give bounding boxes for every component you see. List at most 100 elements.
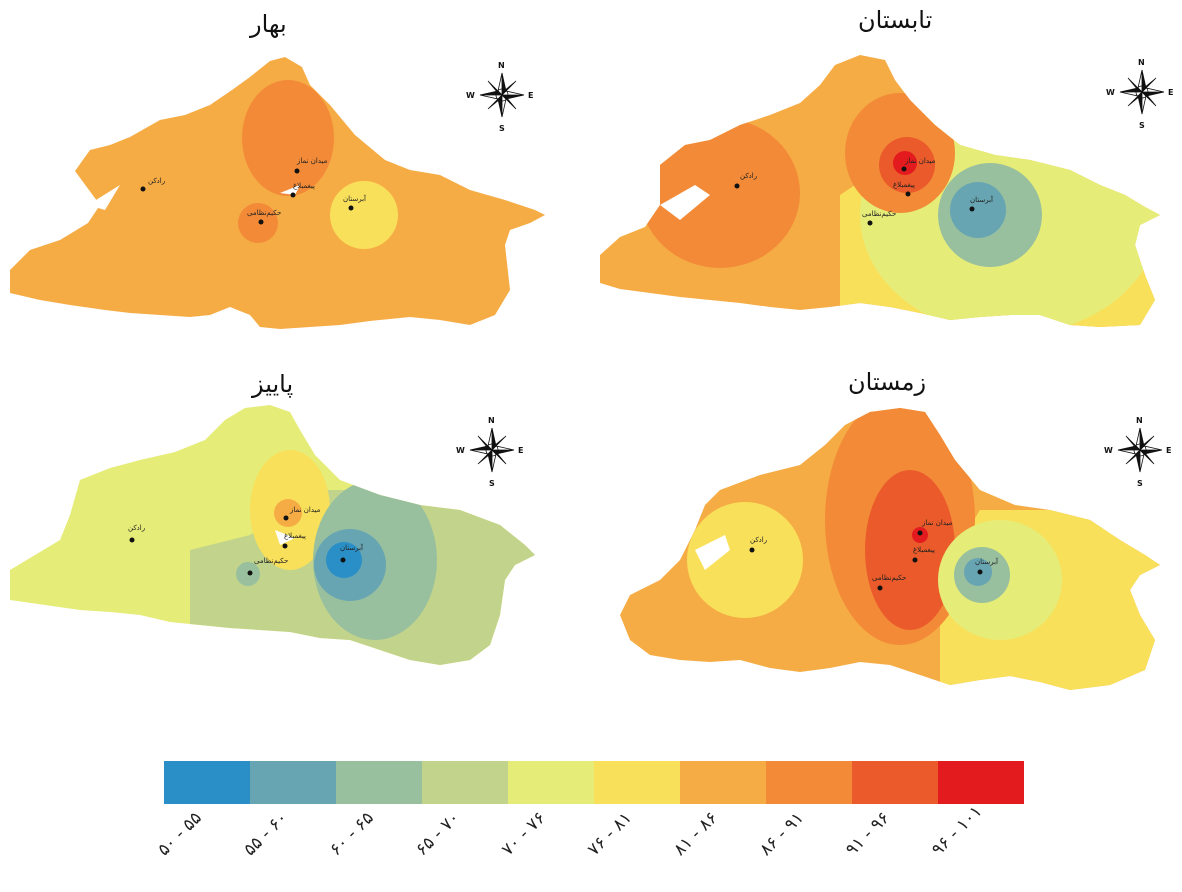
place-label-hakim: حکیم‌نظامی (247, 209, 281, 217)
place-dot (977, 569, 983, 575)
legend-label: ۵۰ - ۵۵ (153, 808, 206, 860)
compass-s: S (1139, 121, 1145, 130)
legend-swatch (766, 761, 852, 804)
zone-spring-north (242, 80, 334, 196)
compass-w: W (456, 446, 465, 455)
place-dot (247, 570, 253, 576)
place-dot (129, 537, 135, 543)
place-label-meydan: میدان نماز (289, 506, 321, 514)
hole-summer-1 (660, 185, 710, 220)
legend-label: ۸۱ - ۸۶ (669, 808, 722, 860)
place-dot (877, 585, 883, 591)
legend-swatch (336, 761, 422, 804)
legend-swatch (250, 761, 336, 804)
compass-s: S (489, 479, 495, 488)
place-label-abkhaleh: پیغمبلاغ (913, 546, 935, 554)
map-spring: رادکن میدان نماز پیغمبلاغ حکیم‌نظامی آبر… (10, 57, 545, 329)
legend-label: ۷۶ - ۸۱ (583, 808, 636, 860)
panel-title-spring: بهار (250, 10, 287, 38)
compass-n: N (498, 61, 505, 70)
map-winter: رادکن میدان نماز پیغمبلاغ حکیم‌نظامی آبر… (620, 408, 1160, 690)
map-autumn: رادکن میدان نماز پیغمبلاغ حکیم‌نظامی آبر… (10, 405, 535, 665)
place-dot (282, 543, 288, 549)
compass-w: W (466, 91, 475, 100)
zone-summer-north-core (893, 151, 917, 175)
panel-title-winter: زمستان (848, 368, 927, 396)
legend-swatch (594, 761, 680, 804)
map-summer: رادکن میدان نماز پیغمبلاغ حکیم‌نظامی آبر… (600, 55, 1160, 327)
place-dot (912, 557, 918, 563)
place-dot (905, 191, 911, 197)
compass-e: E (1168, 88, 1173, 97)
place-label-meydan: میدان نماز (904, 157, 936, 165)
place-label-hakim: حکیم‌نظامی (254, 557, 288, 565)
place-dot (969, 206, 975, 212)
legend-labels: ۵۰ - ۵۵ ۵۵ - ۶۰ ۶۰ - ۶۵ ۶۵ - ۷۰ ۷۰ - ۷۶ ۷۶ - … (154, 802, 1024, 890)
place-label-radkan: رادکن (148, 177, 165, 185)
place-dot (734, 183, 740, 189)
compass-e: E (1166, 446, 1171, 455)
place-label-radkan: رادکن (740, 172, 757, 180)
compass-rose-icon: N S E W (1104, 416, 1171, 488)
place-label-radkan: رادکن (128, 524, 145, 532)
place-label-radkan: رادکن (750, 536, 767, 544)
place-label-meydan: میدان نماز (921, 519, 953, 527)
place-dot (749, 547, 755, 553)
zone-summer-blue-mid (950, 182, 1006, 238)
zone-winter-west (687, 502, 803, 618)
compass-w: W (1104, 446, 1113, 455)
compass-w: W (1106, 88, 1115, 97)
compass-n: N (1138, 58, 1145, 67)
zone-autumn-center-orange (274, 499, 302, 527)
legend-swatch (852, 761, 938, 804)
place-dot (901, 166, 907, 172)
place-dot (258, 219, 264, 225)
place-label-hakim: حکیم‌نظامی (862, 210, 896, 218)
legend-label: ۸۶ - ۹۱ (755, 808, 808, 860)
legend-swatch (422, 761, 508, 804)
place-dot (283, 515, 289, 521)
legend-swatch (938, 761, 1024, 804)
compass-n: N (488, 416, 495, 425)
hole-winter-1 (695, 535, 730, 570)
compass-e: E (518, 446, 523, 455)
hole-spring-2 (280, 185, 300, 195)
panel-title-summer: تابستان (858, 6, 933, 34)
place-label-abkhaleh: پیغمبلاغ (893, 181, 915, 189)
zone-winter-center (865, 470, 955, 630)
zone-summer-west (640, 118, 800, 268)
compass-s: S (1137, 479, 1143, 488)
place-dot (140, 186, 146, 192)
place-label-hakim: حکیم‌نظامی (872, 574, 906, 582)
legend-swatch (164, 761, 250, 804)
compass-rose-icon: N S E W (456, 416, 523, 488)
legend-label: ۵۵ - ۶۰ (239, 808, 292, 860)
compass-rose-icon: N S E W (466, 61, 533, 133)
legend-swatch (508, 761, 594, 804)
place-label-torestan: آبرستان (970, 195, 994, 204)
legend-label: ۹۱ - ۹۶ (841, 808, 894, 860)
place-dot (294, 168, 300, 174)
compass-s: S (499, 124, 505, 133)
place-label-abkhaleh: پیغمبلاغ (284, 532, 306, 540)
compass-n: N (1136, 416, 1143, 425)
compass-e: E (528, 91, 533, 100)
place-label-torestan: آبرستان (343, 194, 367, 203)
zone-spring-west-small (238, 203, 278, 243)
legend-label: ۶۰ - ۶۵ (325, 808, 378, 860)
place-dot (917, 530, 923, 536)
place-dot (340, 557, 346, 563)
legend-label: ۶۵ - ۷۰ (411, 808, 464, 860)
legend-label: ۷۰ - ۷۶ (497, 808, 550, 860)
compass-rose-icon: N S E W (1106, 58, 1173, 130)
legend-color-bar (164, 761, 1024, 804)
place-label-abkhaleh: پیغمبلاغ (293, 182, 315, 190)
place-dot (348, 205, 354, 211)
hole-autumn-1 (275, 530, 295, 545)
zone-spring-east (330, 181, 398, 249)
hole-spring-1 (88, 185, 120, 210)
place-dot (290, 192, 296, 198)
legend-swatch (680, 761, 766, 804)
place-label-torestan: آبرستان (340, 543, 364, 552)
place-dot (867, 220, 873, 226)
